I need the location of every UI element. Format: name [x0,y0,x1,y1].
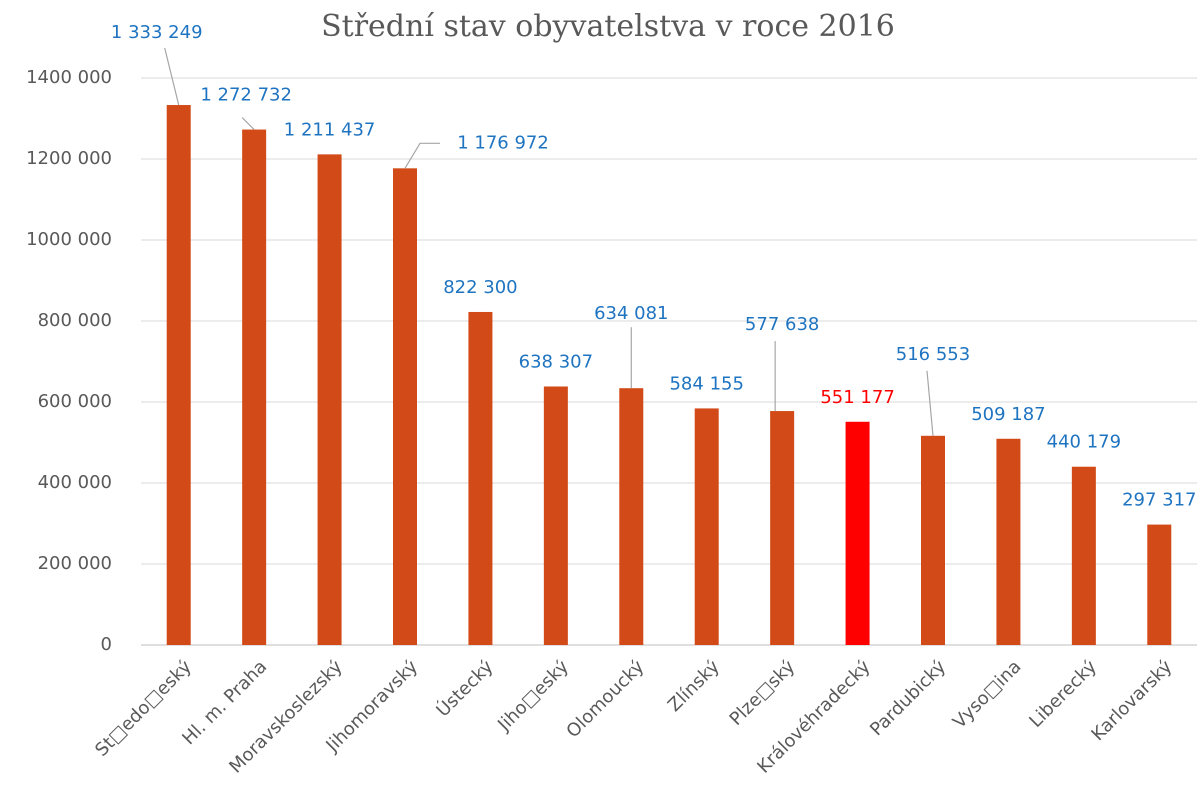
data-label: 551 177 [820,387,894,408]
bar [166,105,191,645]
data-label: 1 176 972 [457,132,549,153]
data-label: 440 179 [1047,432,1121,453]
data-label: 638 307 [519,351,593,372]
y-tick-label: 400 000 [38,472,112,493]
bar [770,411,795,645]
bar [921,435,945,645]
x-tick-label: Olomoucký [562,656,648,742]
x-tick-label: Zlínský [664,656,724,716]
data-label: 634 081 [594,303,668,324]
data-label: 297 317 [1122,490,1196,511]
data-label: 577 638 [745,314,819,335]
bar [996,438,1021,645]
data-label: 516 553 [896,344,970,365]
x-tick-label: St□edo□eský [91,656,196,761]
data-label: 822 300 [443,277,517,298]
y-tick-label: 200 000 [38,553,112,574]
x-tick-label: Liberecký [1025,656,1101,732]
bar [1147,524,1172,645]
leader-line [926,370,934,436]
y-tick-label: 1400 000 [26,67,112,88]
bar [468,311,493,645]
y-tick-label: 0 [101,634,112,655]
x-tick-label: Plze□ský [726,656,800,730]
bar [845,421,870,645]
x-tick-label: Pardubický [866,656,950,740]
bar [543,386,568,645]
leader-line [404,142,440,169]
y-tick-label: 1200 000 [26,148,112,169]
chart-title: Střední stav obyvatelstva v roce 2016 [321,9,895,44]
leader-line [241,117,255,130]
leader-line [164,47,180,106]
y-tick-label: 600 000 [38,391,112,412]
y-tick-label: 800 000 [38,310,112,331]
data-label: 1 211 437 [284,119,376,140]
x-tick-label: Jiho□eský [493,656,573,736]
bar [317,154,342,645]
x-tick-label: Vyso□ina [949,656,1026,733]
bar [242,129,267,646]
x-tick-label: Karlovarský [1087,656,1176,745]
data-label: 584 155 [669,373,743,394]
bar [393,168,417,645]
data-label: 1 272 732 [200,85,292,106]
bar [694,408,719,645]
bar [619,388,644,645]
data-label: 1 333 249 [111,22,203,43]
bar [1071,466,1096,645]
x-tick-label: Ústecký [432,655,498,721]
y-tick-label: 1000 000 [26,229,112,250]
data-label: 509 187 [971,404,1045,425]
